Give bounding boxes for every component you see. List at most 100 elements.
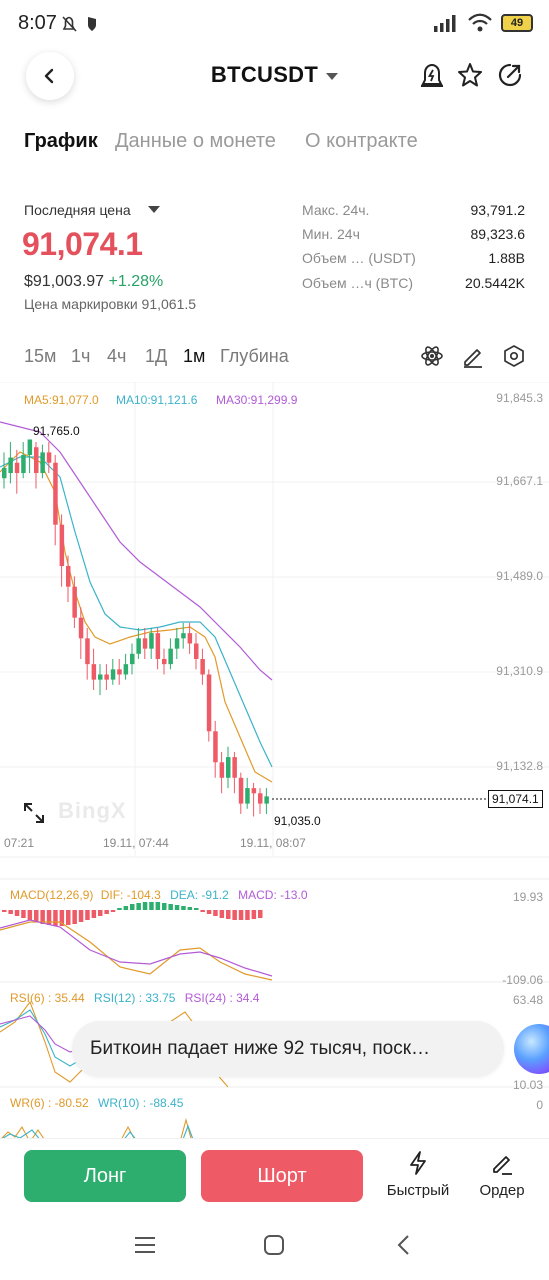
- candle-body: [117, 669, 122, 675]
- favorite-button[interactable]: [455, 60, 485, 90]
- status-right: 49: [433, 13, 533, 33]
- macd-bar: [91, 910, 97, 918]
- recents-nav-button[interactable]: [133, 1234, 157, 1261]
- candle-body: [251, 788, 257, 794]
- stat-label-volume-btc: Объем …ч (BTC): [302, 275, 414, 291]
- macd-bar: [238, 910, 244, 920]
- rsi-axis-top: 63.48: [512, 993, 543, 1007]
- tab-coin-data[interactable]: Данные о монете: [115, 130, 276, 152]
- settings-hexagon-icon: [504, 345, 524, 367]
- chevron-left-icon: [44, 68, 54, 84]
- macd-bar: [66, 910, 71, 925]
- signal-icon: [434, 15, 456, 32]
- stat-label-low: Мин. 24ч: [302, 226, 360, 242]
- last-price-label[interactable]: Последняя цена: [24, 202, 131, 218]
- stat-value-low: 89,323.6: [470, 226, 526, 242]
- chart-canvas[interactable]: [0, 382, 549, 1142]
- wr6: WR(6) : -80.52: [10, 1096, 89, 1110]
- tab-contract[interactable]: О контракте: [305, 130, 418, 152]
- candle-body: [123, 664, 129, 675]
- candle-body: [40, 452, 45, 474]
- back-button[interactable]: [26, 52, 74, 100]
- alarm-bell-icon: [421, 63, 443, 87]
- edit-order-icon: [493, 1156, 512, 1175]
- timeframe-1m[interactable]: 1м: [183, 346, 206, 366]
- current-price-tag: 91,074.1: [488, 790, 543, 808]
- macd-bar: [46, 910, 52, 925]
- timeframe-depth[interactable]: Глубина: [220, 346, 289, 366]
- macd-bar: [34, 910, 39, 922]
- candle-body: [168, 648, 173, 665]
- chevron-left-icon: [397, 1235, 409, 1255]
- short-button[interactable]: Шорт: [201, 1150, 363, 1202]
- caret-down-icon[interactable]: [148, 206, 160, 213]
- macd-bar: [40, 910, 45, 924]
- macd-bar: [149, 902, 154, 910]
- chart-settings-button[interactable]: [502, 344, 526, 368]
- macd-bar: [142, 902, 148, 910]
- ma-lines: [0, 421, 273, 783]
- wr10: WR(10) : -88.45: [98, 1096, 184, 1110]
- home-nav-button[interactable]: [263, 1234, 285, 1261]
- candle-body: [258, 793, 263, 804]
- macd-bar: [194, 908, 199, 910]
- macd-bar: [14, 910, 20, 916]
- price-axis-label: 91,132.8: [496, 759, 543, 773]
- candle-body: [59, 524, 65, 567]
- macd-bar: [168, 904, 173, 910]
- long-button[interactable]: Лонг: [24, 1150, 186, 1202]
- macd-bar: [117, 908, 122, 910]
- candle-body: [34, 447, 39, 474]
- high-annotation: 91,765.0: [33, 424, 80, 438]
- ai-assistant-orb[interactable]: [514, 1024, 549, 1074]
- macd-bar: [123, 906, 129, 910]
- macd-bar: [258, 910, 263, 918]
- macd-axis-bottom: -109.06: [502, 973, 543, 987]
- macd-dea-line: [0, 919, 273, 977]
- rsi6: RSI(6) : 35.44: [10, 991, 85, 1005]
- tab-chart[interactable]: График: [24, 130, 98, 152]
- order-button[interactable]: Ордер: [467, 1150, 537, 1199]
- macd-bar: [21, 910, 26, 918]
- timeframe-1h[interactable]: 1ч: [71, 346, 91, 366]
- candle-body: [264, 796, 269, 804]
- wr-legend: WR(6) : -80.52 WR(10) : -88.45: [10, 1096, 183, 1110]
- ma30-legend: MA30:91,299.9: [216, 393, 298, 407]
- macd-bar: [206, 910, 212, 914]
- usd-price-row: $91,003.97 +1.28%: [24, 273, 163, 291]
- macd-bar: [200, 910, 205, 912]
- wr-panel: [0, 1117, 195, 1142]
- back-nav-button[interactable]: [396, 1234, 412, 1261]
- timeframe-4h[interactable]: 4ч: [107, 346, 127, 366]
- macd-bar: [136, 903, 141, 910]
- share-button[interactable]: [495, 60, 525, 90]
- candle-body: [194, 643, 199, 659]
- news-toast[interactable]: Биткоин падает ниже 92 тысяч, поск…: [72, 1021, 504, 1077]
- stat-label-high: Макс. 24ч.: [302, 202, 370, 218]
- chart-grid: [0, 382, 549, 1088]
- fullscreen-button[interactable]: [22, 801, 46, 830]
- candle-body: [85, 638, 90, 665]
- caret-down-icon: [326, 72, 339, 80]
- candle-body: [142, 638, 148, 649]
- pair-selector[interactable]: BTCUSDT: [0, 62, 549, 88]
- indicators-button[interactable]: [420, 344, 444, 368]
- candle-body: [46, 452, 52, 463]
- last-price: 91,074.1: [22, 226, 143, 262]
- stat-value-volume-btc: 20.5442K: [465, 275, 525, 291]
- price-alert-button[interactable]: [417, 60, 447, 90]
- candle-body: [245, 788, 250, 804]
- macd-title: MACD(12,26,9): [10, 888, 94, 902]
- time-axis-label: 07:21: [4, 836, 35, 850]
- draw-button[interactable]: [461, 344, 485, 368]
- price-axis-label: 91,310.9: [496, 664, 543, 678]
- timeframe-15m[interactable]: 15м: [24, 346, 57, 366]
- candle-body: [187, 633, 193, 644]
- candle-body: [104, 674, 109, 680]
- timeframe-1d[interactable]: 1Д: [145, 346, 168, 366]
- macd-bar: [245, 910, 250, 920]
- ma5-line: [0, 451, 273, 783]
- macd-dif: DIF: -104.3: [100, 888, 161, 902]
- quick-order-button[interactable]: Быстрый: [383, 1150, 453, 1199]
- candle-body: [72, 586, 77, 618]
